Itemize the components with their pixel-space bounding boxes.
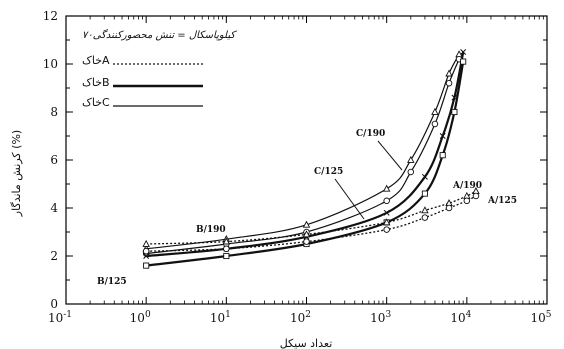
annotation-c125: C/125 [314, 167, 343, 177]
plot-frame-and-ticks [65, 15, 548, 305]
data-point-b125 [143, 262, 150, 269]
x-axis-label: تعداد سیکل [280, 337, 333, 349]
data-point-a125 [421, 214, 429, 221]
annotation-c190: C/190 [356, 129, 385, 139]
data-point-a125 [463, 197, 471, 205]
y-tick-label: 2 [50, 249, 58, 263]
data-point-c190 [302, 220, 311, 228]
data-point-b125 [451, 108, 458, 116]
data-point-b190 [383, 209, 390, 216]
x-tick-label: 104 [450, 310, 471, 325]
data-point-b190 [451, 94, 458, 101]
y-tick-label: 6 [50, 153, 58, 167]
annotation-b125: B/125 [97, 277, 127, 287]
data-point-c190 [445, 69, 453, 77]
data-point-a125 [383, 226, 390, 233]
legend-label-B: خاکB [82, 76, 110, 89]
x-tick-label: 105 [530, 310, 551, 325]
x-tick-label: 100 [130, 310, 151, 325]
series-line-c125 [146, 58, 460, 255]
data-point-c190 [382, 184, 391, 192]
annotation-c125-arrow [334, 178, 365, 220]
y-tick-label: 4 [50, 201, 58, 215]
data-point-b125 [421, 190, 428, 197]
annotation-b190: B/190 [196, 225, 226, 235]
data-point-b190 [460, 49, 467, 55]
data-point-c125 [407, 168, 415, 176]
data-point-b125 [439, 152, 446, 159]
y-tick-label: 8 [50, 105, 58, 119]
data-point-a125 [472, 192, 480, 200]
data-point-a190 [421, 206, 429, 214]
data-point-a125 [445, 204, 453, 212]
annotations: C/190 C/125 B/190 B/125 A/190 A/125 [97, 129, 517, 287]
x-tick-label: 101 [210, 310, 231, 325]
y-axis-label: کرنش ماندگار (%) [10, 130, 23, 217]
series-line-b125 [146, 61, 465, 267]
legend-title: ۷۰کیلوپاسکال = تنش محصورکنندگی [82, 29, 237, 41]
data-point-a125 [142, 247, 150, 255]
x-tick-label: 102 [290, 310, 311, 325]
annotation-a190: A/190 [452, 181, 482, 191]
data-point-a190 [302, 230, 311, 238]
annotation-a125: A/125 [487, 196, 517, 206]
data-point-c125 [431, 120, 439, 128]
data-point-b190 [439, 133, 446, 139]
y-tick-label: 0 [50, 297, 58, 311]
y-tick-label: 12 [43, 9, 58, 23]
series-line-c190 [146, 54, 460, 250]
data-point-a190 [382, 218, 391, 226]
data-point-a125 [223, 245, 230, 253]
data-point-c190 [407, 155, 415, 163]
data-point-a125 [303, 238, 310, 245]
data-point-b190 [421, 173, 428, 180]
tick-labels: 10-1 100 101 102 103 104 105 0 2 4 6 8 10 12 [43, 9, 552, 325]
annotation-c190-arrow [377, 140, 403, 171]
data-point-c125 [383, 197, 390, 205]
data-point-b125 [223, 252, 230, 260]
legend: ۷۰کیلوپاسکال = تنش محصورکنندگی خاکA خاکB… [82, 29, 237, 109]
plot-frame [65, 15, 548, 305]
marker-layer [142, 49, 480, 269]
data-point-b125 [460, 58, 467, 65]
data-point-a190 [222, 237, 231, 245]
x-tick-label: 10-1 [48, 310, 72, 325]
y-tick-label: 10 [43, 57, 58, 71]
data-point-c125 [445, 79, 453, 87]
data-point-b190 [143, 253, 150, 259]
data-point-a190 [142, 239, 150, 247]
data-point-c190 [431, 107, 439, 115]
x-tick-label: 103 [370, 310, 391, 325]
legend-label-C: خاکC [82, 96, 110, 109]
legend-label-A: خاکA [82, 54, 110, 67]
